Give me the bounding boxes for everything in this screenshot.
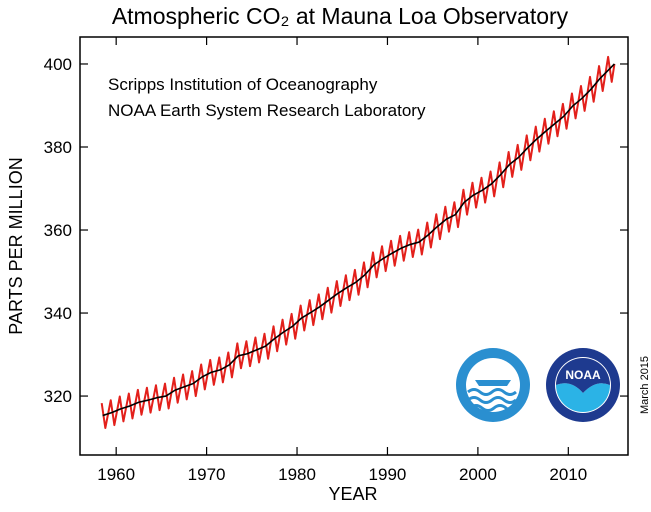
y-tick-label: 380: [44, 138, 72, 157]
annotation: NOAA Earth System Research Laboratory: [108, 101, 426, 120]
noaa-logo: NOAA: [546, 348, 620, 422]
x-tick-label: 2010: [549, 465, 587, 484]
plot-frame: [79, 36, 629, 456]
logo-text: NOAA: [565, 368, 601, 382]
y-tick-label: 320: [44, 387, 72, 406]
data-line: [102, 63, 616, 417]
x-tick-label: 1960: [97, 465, 135, 484]
data-line: [100, 55, 616, 430]
x-tick-label: 1990: [369, 465, 407, 484]
y-axis-label: PARTS PER MILLION: [6, 157, 26, 334]
scripps-logo: [456, 348, 530, 422]
date-note: March 2015: [639, 356, 651, 414]
y-tick-label: 360: [44, 221, 72, 240]
y-tick-label: 400: [44, 55, 72, 74]
y-tick-label: 340: [44, 304, 72, 323]
x-tick-label: 1980: [278, 465, 316, 484]
x-tick-label: 2000: [459, 465, 497, 484]
x-tick-label: 1970: [188, 465, 226, 484]
annotation: Scripps Institution of Oceanography: [108, 75, 378, 94]
chart-title: Atmospheric CO₂ at Mauna Loa Observatory: [112, 3, 569, 29]
x-axis-label: YEAR: [328, 484, 377, 504]
